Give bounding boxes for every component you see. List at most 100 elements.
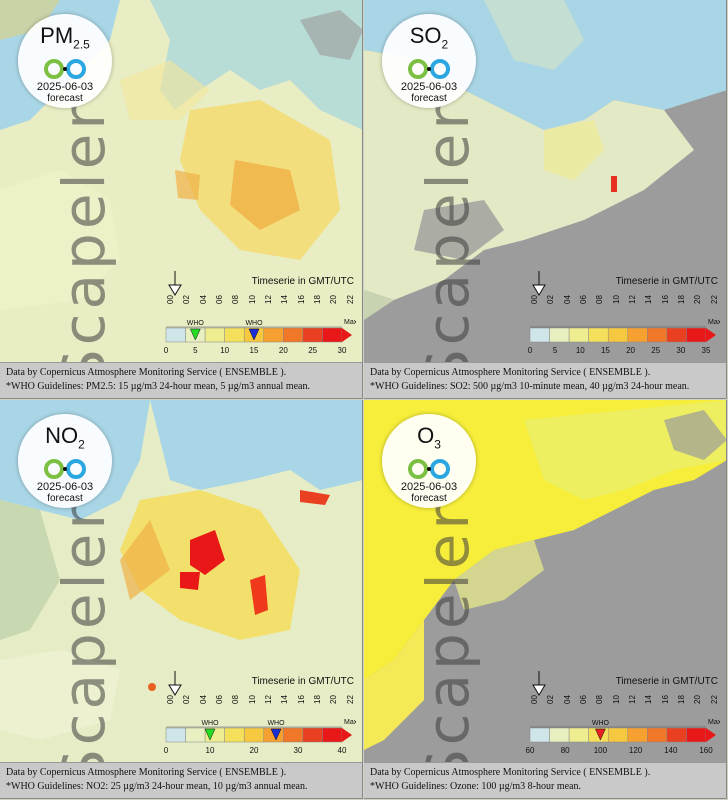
scale-bin [607, 327, 629, 343]
scale-tick-label: 40 [338, 746, 347, 755]
scale-tick-label: 160 [699, 746, 713, 755]
hour-tick-label: 20 [693, 695, 703, 704]
scale-bin [568, 327, 589, 343]
scale-bin [588, 327, 609, 343]
current-hour-arrow-icon [532, 271, 546, 296]
scale-tick-label: 60 [526, 746, 535, 755]
hour-axis: 00 02 04 06 08 10 12 14 16 18 20 22 [160, 286, 356, 306]
color-scale: Max 0 5 10 15 20 25 30 WHO WHO [164, 319, 356, 355]
hour-tick-label: 22 [345, 295, 355, 304]
hour-tick-label: 06 [579, 295, 588, 304]
hour-tick-label: 08 [231, 295, 241, 304]
footer-who: *WHO Guidelines: SO2: 500 µg/m3 10-minut… [370, 381, 690, 392]
scale-bin [647, 727, 668, 743]
hour-tick-label: 00 [166, 695, 175, 704]
forecast-label: forecast [411, 93, 447, 105]
pollutant-badge: PM2.5 2025-06-03 forecast [18, 14, 112, 108]
hour-tick-label: 02 [546, 295, 556, 304]
scale-bin [627, 327, 648, 343]
scale-bin [302, 327, 323, 343]
scapeler-watermark: Scapeler [414, 101, 483, 387]
hour-tick-label: 22 [345, 695, 355, 704]
hour-axis: 00 02 04 06 08 10 12 14 16 18 20 22 [524, 286, 720, 306]
scale-max-arrow [706, 728, 716, 742]
hour-tick-label: 18 [313, 295, 322, 304]
scale-bin [224, 727, 245, 743]
hour-tick-label: 00 [530, 695, 539, 704]
who-label: WHO [245, 320, 263, 327]
scale-bin [529, 727, 550, 743]
hour-tick-label: 06 [215, 695, 224, 704]
hour-tick-label: 12 [628, 695, 637, 704]
who-marker-icon [248, 328, 260, 341]
scale-bin [627, 727, 648, 743]
who-marker-icon [204, 728, 216, 741]
scale-bin [549, 327, 570, 343]
scale-bin [283, 727, 304, 743]
scale-bin [283, 327, 304, 343]
cams-logo-icon [44, 59, 86, 80]
timeserie-label: Timeserie in GMT/UTC [251, 276, 354, 287]
scale-bin [647, 327, 668, 343]
footer-source: Data by Copernicus Atmosphere Monitoring… [6, 767, 287, 778]
panel-no2: Scapeler NO2 2025-06-03 forecast Timeser… [0, 400, 363, 799]
forecast-date: 2025-06-03 [400, 481, 458, 494]
current-hour-arrow-icon [168, 671, 182, 696]
scale-tick-label: 0 [528, 346, 533, 355]
forecast-date: 2025-06-03 [36, 81, 94, 94]
panel-o3: Scapeler O3 2025-06-03 forecast Timeseri… [364, 400, 727, 799]
scale-max-arrow [706, 328, 716, 342]
scale-max-arrow [342, 328, 352, 342]
hour-tick-label: 14 [280, 695, 290, 704]
forecast-date: 2025-06-03 [400, 81, 458, 94]
scale-tick-label: 25 [308, 346, 317, 355]
who-marker-icon [595, 728, 606, 741]
hour-axis: 00 02 04 06 08 10 12 14 16 18 20 22 [160, 686, 356, 706]
color-scale: Max 0 5 10 15 20 25 30 35 [528, 319, 720, 355]
scale-tick-label: 10 [206, 746, 215, 755]
hour-tick-label: 08 [595, 295, 605, 304]
scale-tick-label: 100 [594, 746, 608, 755]
hour-tick-label: 18 [677, 295, 686, 304]
source-footer: Data by Copernicus Atmosphere Monitoring… [0, 762, 362, 798]
pollutant-badge: SO2 2025-06-03 forecast [382, 14, 476, 108]
scale-bin [666, 327, 687, 343]
who-label: WHO [187, 320, 205, 327]
scale-tick-label: 20 [626, 346, 635, 355]
scale-bin [204, 327, 225, 343]
source-footer: Data by Copernicus Atmosphere Monitoring… [364, 762, 726, 798]
forecast-label: forecast [47, 93, 83, 105]
pollutant-title: PM2.5 [40, 23, 90, 52]
hour-tick-label: 16 [296, 695, 306, 704]
scale-tick-label: 120 [629, 746, 643, 755]
forecast-label: forecast [47, 493, 83, 505]
hour-tick-label: 12 [264, 695, 273, 704]
hour-tick-label: 12 [628, 295, 637, 304]
scale-tick-label: 10 [220, 346, 229, 355]
scale-tick-label: 10 [576, 346, 585, 355]
scapeler-watermark: Scapeler [50, 101, 119, 387]
pm25-map[interactable] [0, 0, 362, 362]
scale-max-label: Max [708, 719, 720, 726]
hour-tick-label: 10 [611, 295, 621, 304]
scale-bin [263, 327, 284, 343]
cams-logo-icon [44, 459, 86, 480]
panel-pm25: Scapeler PM2.5 2025-06-03 forecast Times… [0, 0, 363, 399]
hour-tick-label: 04 [198, 295, 208, 304]
hour-tick-label: 04 [562, 695, 572, 704]
scale-tick-label: 0 [164, 746, 169, 755]
scale-bin [549, 727, 570, 743]
scale-bin [666, 727, 687, 743]
scale-max-label: Max [708, 319, 720, 326]
hour-tick-label: 04 [198, 695, 208, 704]
scale-bin [686, 727, 707, 743]
hour-tick-label: 22 [709, 295, 719, 304]
scale-tick-label: 35 [702, 346, 711, 355]
pollutant-badge: O3 2025-06-03 forecast [382, 414, 476, 508]
scale-tick-label: 25 [651, 346, 660, 355]
forecast-label: forecast [411, 493, 447, 505]
hour-tick-label: 00 [166, 295, 175, 304]
hour-tick-label: 14 [644, 295, 654, 304]
footer-source: Data by Copernicus Atmosphere Monitoring… [370, 367, 651, 378]
scale-tick-label: 20 [279, 346, 288, 355]
